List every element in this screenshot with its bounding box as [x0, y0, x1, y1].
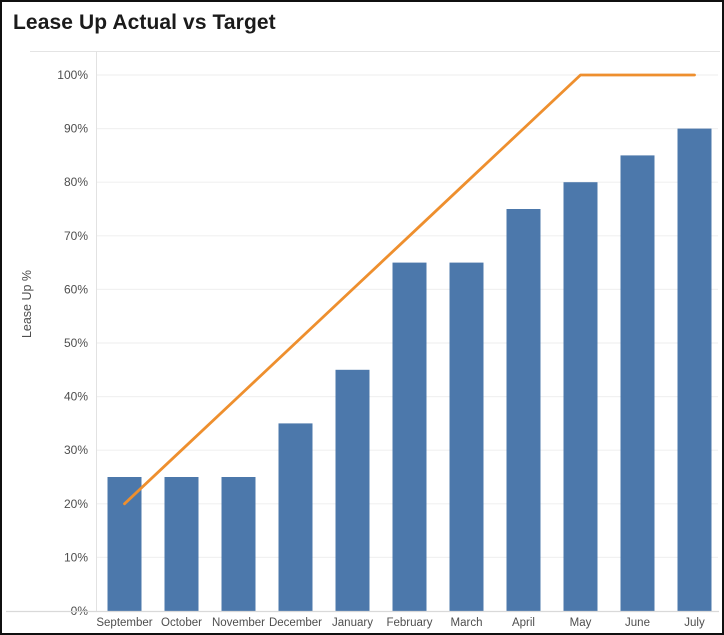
- bar-december[interactable]: [278, 423, 313, 611]
- y-tick-label-60: 60%: [64, 282, 88, 296]
- bar-june[interactable]: [620, 155, 655, 611]
- bar-february[interactable]: [392, 262, 427, 611]
- x-tick-label-september: September: [96, 617, 152, 629]
- x-tick-label-november: November: [212, 617, 265, 629]
- x-tick-label-april: April: [512, 617, 535, 629]
- y-tick-label-20: 20%: [64, 497, 88, 511]
- x-tick-label-march: March: [451, 617, 483, 629]
- y-tick-label-40: 40%: [64, 390, 88, 404]
- bar-january[interactable]: [335, 369, 370, 611]
- y-tick-label-30: 30%: [64, 443, 88, 457]
- x-tick-label-july: July: [684, 617, 705, 629]
- y-tick-label-90: 90%: [64, 122, 88, 136]
- bar-september[interactable]: [107, 477, 142, 611]
- bar-november[interactable]: [221, 477, 256, 611]
- y-tick-label-70: 70%: [64, 229, 88, 243]
- x-tick-label-may: May: [570, 617, 592, 629]
- x-tick-label-june: June: [625, 617, 650, 629]
- y-tick-label-80: 80%: [64, 175, 88, 189]
- bar-may[interactable]: [563, 182, 598, 611]
- x-tick-label-february: February: [386, 617, 432, 629]
- x-tick-label-december: December: [269, 617, 322, 629]
- chart-title: Lease Up Actual vs Target: [13, 11, 276, 34]
- x-tick-label-october: October: [161, 617, 202, 629]
- bar-april[interactable]: [506, 209, 541, 611]
- x-tick-label-january: January: [332, 617, 373, 629]
- bar-march[interactable]: [449, 262, 484, 611]
- bar-october[interactable]: [164, 477, 199, 611]
- y-axis-title: Lease Up %: [20, 270, 34, 338]
- y-tick-label-50: 50%: [64, 336, 88, 350]
- y-tick-label-100: 100%: [57, 68, 88, 82]
- y-tick-label-10: 10%: [64, 550, 88, 564]
- bar-july[interactable]: [677, 128, 712, 611]
- title-separator-line: [30, 51, 720, 52]
- target-line[interactable]: [123, 73, 696, 506]
